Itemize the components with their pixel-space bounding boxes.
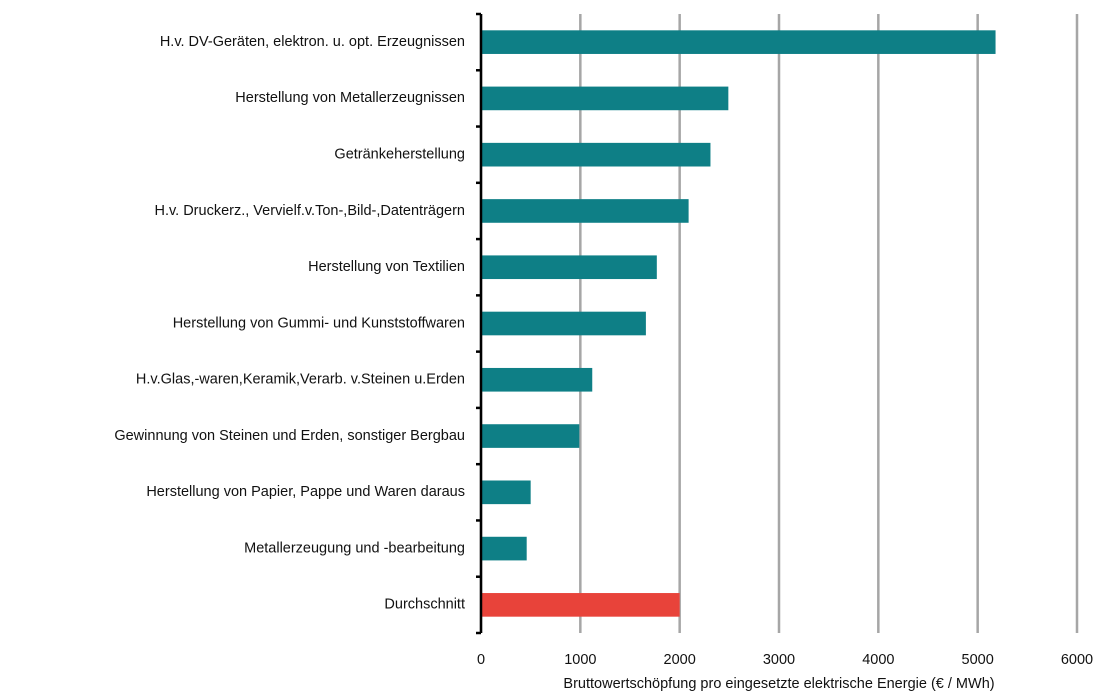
x-axis-label: Bruttowertschöpfung pro eingesetzte elek… [563, 676, 994, 692]
y-tick-label: Gewinnung von Steinen und Erden, sonstig… [114, 428, 465, 444]
bar [481, 142, 711, 167]
bar [481, 536, 527, 561]
y-tick-label: Herstellung von Papier, Pappe und Waren … [146, 484, 465, 500]
x-tick-label: 4000 [862, 652, 894, 668]
bar [481, 199, 689, 223]
bar [481, 311, 646, 336]
bar [481, 480, 531, 505]
y-tick-label: H.v. DV-Geräten, elektron. u. opt. Erzeu… [160, 34, 465, 50]
y-tick-label: H.v. Druckerz., Vervielf.v.Ton-,Bild-,Da… [154, 203, 465, 219]
y-tick-label: Metallerzeugung und -bearbeitung [244, 540, 465, 556]
y-tick-label: H.v.Glas,-waren,Keramik,Verarb. v.Steine… [136, 372, 465, 388]
y-tick-label: Getränkeherstellung [334, 147, 465, 163]
bar [481, 593, 680, 617]
bar [481, 367, 593, 392]
x-tick-label: 5000 [962, 652, 994, 668]
y-tick-label: Herstellung von Textilien [308, 259, 465, 275]
y-tick-label: Durchschnitt [384, 597, 465, 613]
x-tick-label: 3000 [763, 652, 795, 668]
bar [481, 86, 729, 111]
bar [481, 30, 996, 54]
y-tick-label: Herstellung von Metallerzeugnissen [235, 90, 465, 106]
bar [481, 424, 580, 448]
x-tick-label: 6000 [1061, 652, 1093, 668]
x-tick-label: 1000 [564, 652, 596, 668]
x-tick-label: 2000 [664, 652, 696, 668]
x-tick-label: 0 [477, 652, 485, 668]
bar [481, 255, 657, 280]
y-tick-label: Herstellung von Gummi- und Kunststoffwar… [173, 315, 465, 331]
